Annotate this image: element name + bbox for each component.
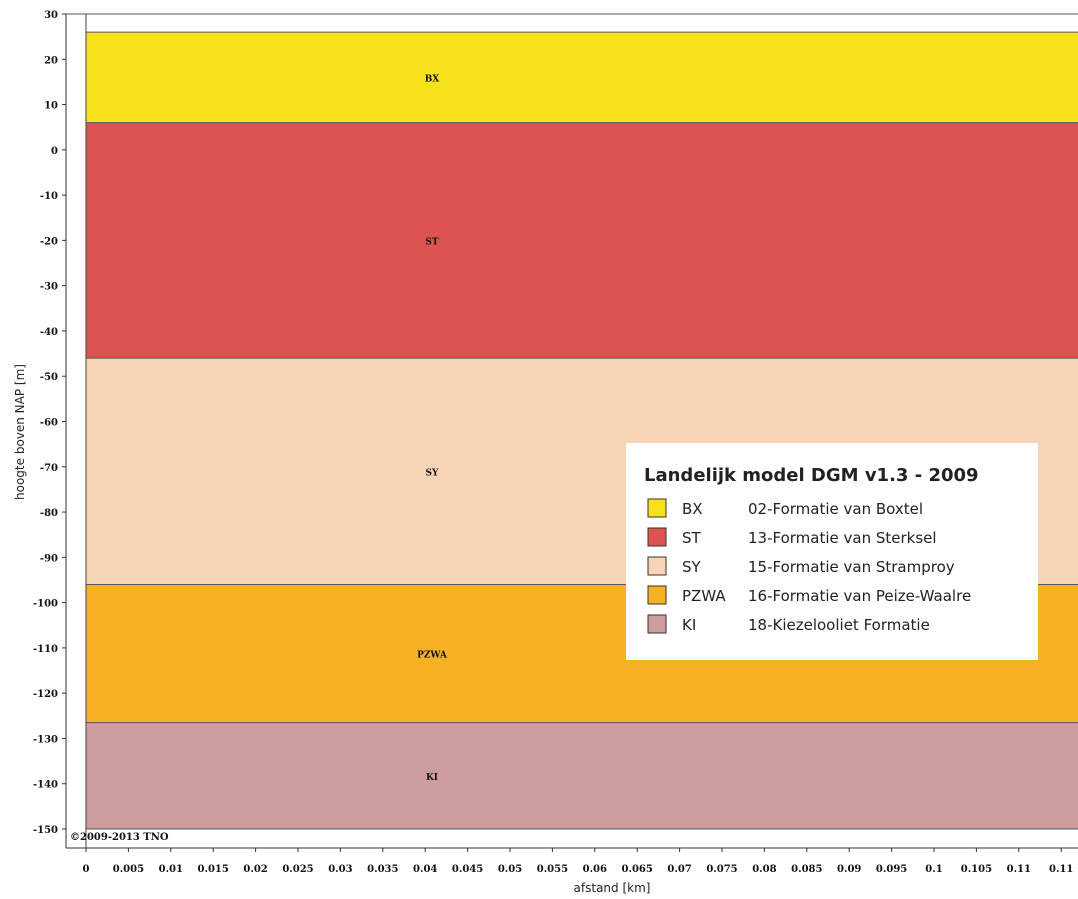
x-tick-label: 0.02 bbox=[243, 864, 267, 875]
x-tick-label: 0.07 bbox=[667, 864, 691, 875]
legend-description: 18-Kiezelooliet Formatie bbox=[748, 616, 930, 634]
y-tick-label: -120 bbox=[33, 689, 58, 700]
y-tick-label: -150 bbox=[33, 825, 58, 836]
x-tick-label: 0.11 bbox=[1007, 864, 1031, 875]
layer-st bbox=[86, 122, 1078, 359]
x-tick-label: 0.1 bbox=[925, 864, 942, 875]
y-tick-label: 30 bbox=[44, 10, 58, 21]
legend: Landelijk model DGM v1.3 - 2009 BX 02-For… bbox=[626, 443, 1038, 660]
y-axis-ticks: 30 20 10 0 -10 -20 -30 -40 -50 -60 -70 -80 -90 -100 -1… bbox=[33, 10, 66, 836]
legend-box bbox=[626, 443, 1038, 660]
x-tick-label: 0.04 bbox=[413, 864, 437, 875]
y-tick-label: -30 bbox=[40, 282, 58, 293]
layer-bx bbox=[86, 32, 1078, 123]
legend-swatch-sy bbox=[647, 556, 667, 576]
y-tick-label: -140 bbox=[33, 780, 58, 791]
y-axis-label: hoogte boven NAP [m] bbox=[13, 364, 27, 500]
legend-code: ST bbox=[682, 529, 702, 547]
legend-description: 15-Formatie van Stramproy bbox=[748, 558, 955, 576]
x-axis-label: afstand [km] bbox=[574, 881, 651, 895]
x-tick-label: 0.095 bbox=[876, 864, 907, 875]
legend-description: 16-Formatie van Peize-Waalre bbox=[748, 587, 971, 605]
x-tick-label: 0.035 bbox=[367, 864, 398, 875]
x-tick-label: 0.06 bbox=[583, 864, 607, 875]
x-tick-label: 0.08 bbox=[752, 864, 776, 875]
layer-ki bbox=[86, 722, 1078, 829]
y-tick-label: -50 bbox=[40, 372, 58, 383]
y-tick-label: -90 bbox=[40, 553, 58, 564]
copyright-text: ©2009-2013 TNO bbox=[70, 832, 169, 843]
layer-label-pzwa: PZWA bbox=[417, 651, 448, 661]
x-tick-label: 0.055 bbox=[537, 864, 568, 875]
x-tick-label: 0.045 bbox=[452, 864, 483, 875]
x-tick-label: 0.005 bbox=[113, 864, 144, 875]
y-tick-label: -60 bbox=[40, 418, 58, 429]
y-tick-label: -10 bbox=[40, 191, 58, 202]
x-tick-label: 0.11 bbox=[1049, 864, 1073, 875]
legend-code: KI bbox=[682, 616, 696, 634]
x-tick-label: 0.025 bbox=[282, 864, 313, 875]
legend-swatch-pzwa bbox=[647, 585, 667, 605]
legend-swatch-ki bbox=[647, 614, 667, 634]
axes bbox=[65, 13, 1078, 849]
layer-labels: BX ST SY PZWA KI bbox=[417, 74, 448, 782]
y-tick-label: -40 bbox=[40, 327, 58, 338]
layer-label-bx: BX bbox=[425, 74, 440, 84]
x-tick-label: 0.09 bbox=[837, 864, 861, 875]
x-tick-label: 0 bbox=[83, 864, 90, 875]
y-tick-label: -70 bbox=[40, 463, 58, 474]
x-tick-label: 0.065 bbox=[622, 864, 653, 875]
x-tick-label: 0.015 bbox=[198, 864, 229, 875]
x-tick-label: 0.105 bbox=[961, 864, 992, 875]
x-tick-label: 0.085 bbox=[791, 864, 822, 875]
x-tick-label: 0.075 bbox=[706, 864, 737, 875]
y-tick-label: 20 bbox=[44, 55, 58, 66]
legend-swatch-st bbox=[647, 527, 667, 547]
layer-label-st: ST bbox=[425, 237, 438, 247]
y-tick-label: -100 bbox=[33, 599, 58, 610]
legend-swatch-bx bbox=[647, 498, 667, 518]
legend-code: SY bbox=[682, 558, 702, 576]
layer-label-ki: KI bbox=[426, 773, 438, 783]
legend-entries: BX 02-Formatie van Boxtel ST 13-Formatie va… bbox=[647, 498, 971, 634]
legend-description: 13-Formatie van Sterksel bbox=[748, 529, 937, 547]
x-tick-label: 0.03 bbox=[328, 864, 352, 875]
x-tick-label: 0.01 bbox=[159, 864, 183, 875]
y-tick-label: 0 bbox=[51, 146, 58, 157]
geology-layers bbox=[86, 31, 1078, 830]
legend-title: Landelijk model DGM v1.3 - 2009 bbox=[644, 465, 979, 486]
legend-code: PZWA bbox=[682, 587, 726, 605]
x-axis-ticks: 0 0.005 0.01 0.015 0.02 0.025 0.03 0.035 0.04 0.0… bbox=[83, 848, 1073, 875]
y-tick-label: -80 bbox=[40, 508, 58, 519]
y-tick-label: -130 bbox=[33, 734, 58, 745]
legend-code: BX bbox=[682, 500, 703, 518]
legend-description: 02-Formatie van Boxtel bbox=[748, 500, 923, 518]
y-tick-label: -20 bbox=[40, 236, 58, 247]
x-tick-label: 0.05 bbox=[498, 864, 522, 875]
y-tick-label: -110 bbox=[33, 644, 58, 655]
layer-label-sy: SY bbox=[426, 468, 439, 478]
y-tick-label: 10 bbox=[44, 101, 58, 112]
